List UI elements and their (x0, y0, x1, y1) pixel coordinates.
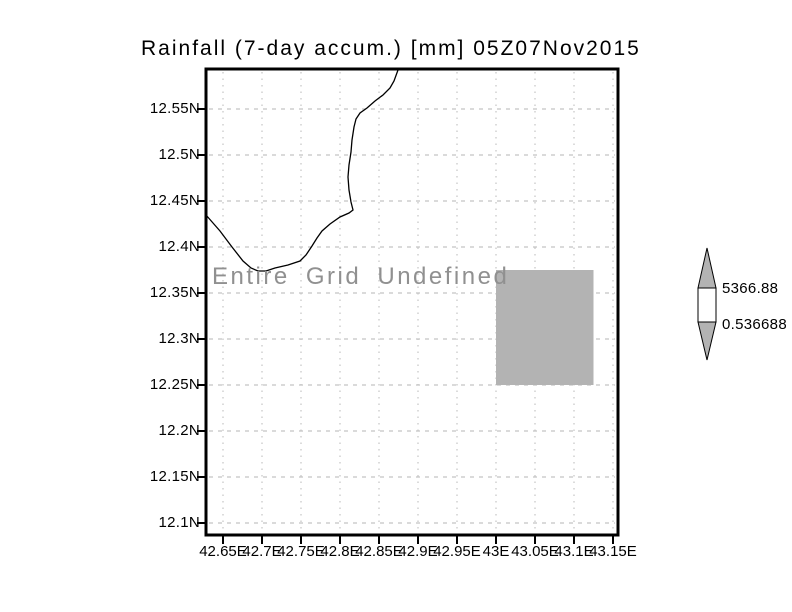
lat-axis-label: 12.2N (158, 422, 200, 439)
lon-axis-label: 42.75E (277, 543, 325, 560)
colorbar-top-arrow (697, 247, 717, 289)
undefined-data-cell (496, 270, 594, 385)
lon-axis-label: 42.9E (398, 543, 438, 560)
lat-axis-label: 12.45N (149, 192, 200, 209)
lat-axis-label: 12.5N (158, 146, 200, 163)
lat-axis-label: 12.35N (149, 284, 200, 301)
colorbar-mid-cell (697, 287, 717, 323)
lat-axis-label: 12.25N (149, 376, 200, 393)
colorbar-bottom-arrow (697, 321, 717, 361)
lat-axis-label: 12.15N (149, 468, 200, 485)
lon-axis-label: 42.8E (320, 543, 360, 560)
lon-axis-label: 42.7E (242, 543, 282, 560)
lon-axis-label: 42.85E (355, 543, 403, 560)
lon-axis-label: 43.1E (554, 543, 594, 560)
lon-axis-label: 43.15E (589, 543, 637, 560)
plot-title: Rainfall (7-day accum.) [mm] 05Z07Nov201… (141, 37, 641, 60)
lon-axis-label: 42.65E (199, 543, 247, 560)
colorbar-min-label: 0.536688 (722, 316, 787, 333)
lat-axis-label: 12.4N (158, 238, 200, 255)
lon-axis-label: 43E (482, 543, 510, 560)
lat-axis-label: 12.3N (158, 330, 200, 347)
lon-axis-label: 43.05E (511, 543, 559, 560)
colorbar-max-label: 5366.88 (722, 280, 779, 297)
lat-axis-label: 12.55N (149, 100, 200, 117)
coastline-path (205, 69, 399, 272)
lon-axis-label: 42.95E (433, 543, 481, 560)
map-frame (204, 67, 620, 537)
undefined-grid-message: Entire Grid Undefined (212, 263, 510, 290)
lat-axis-label: 12.1N (158, 514, 200, 531)
